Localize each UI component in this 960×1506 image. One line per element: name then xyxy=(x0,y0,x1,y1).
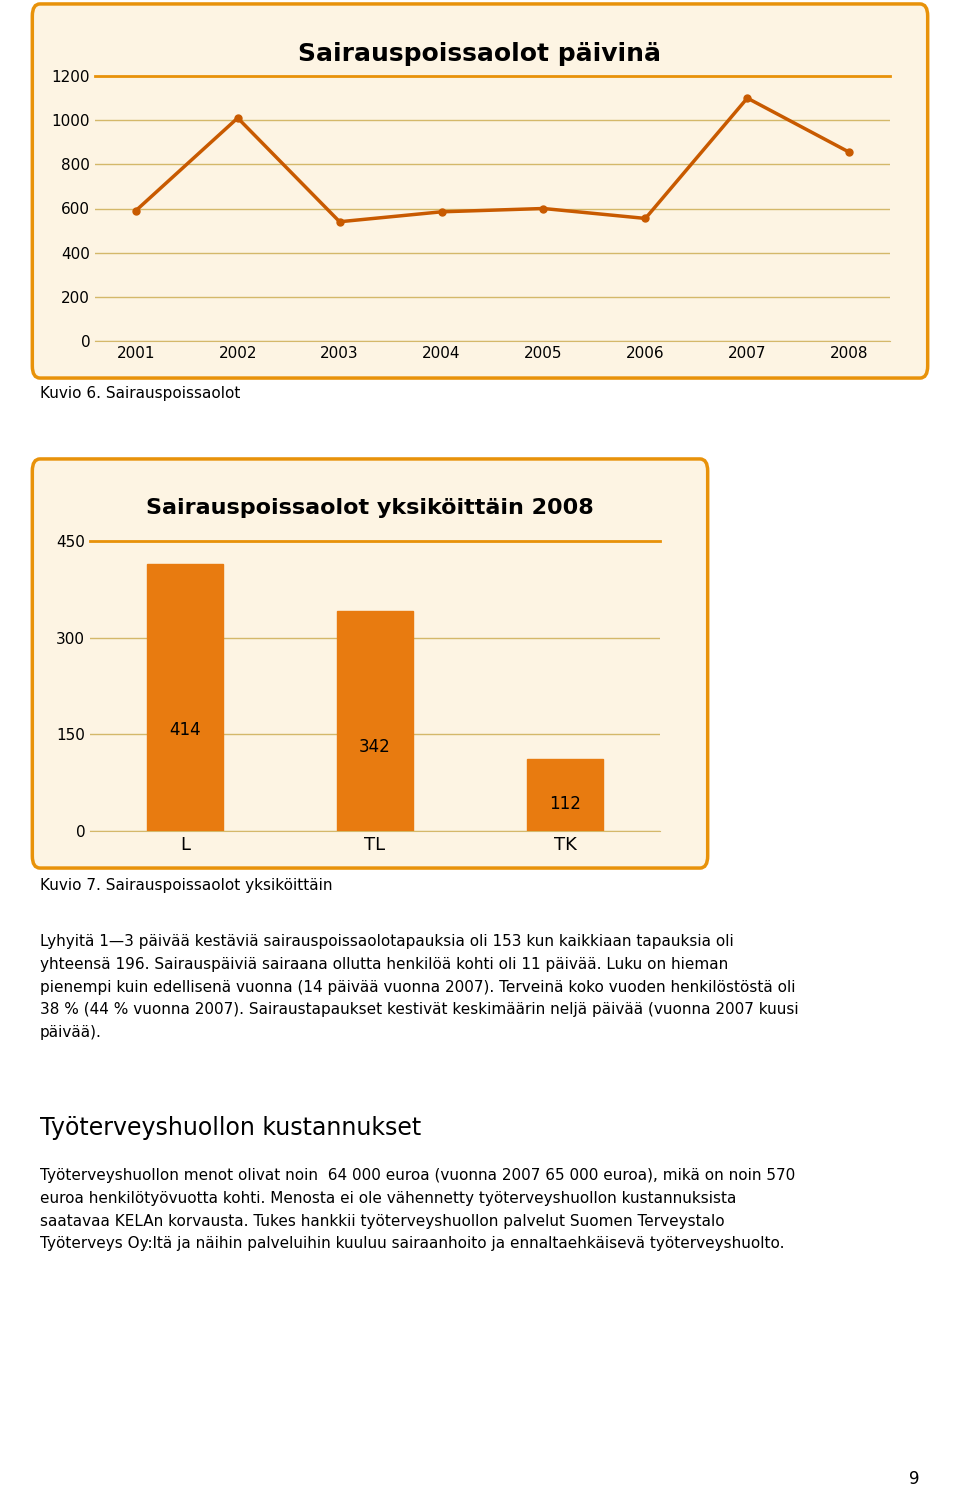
Text: Kuvio 7. Sairauspoissaolot yksiköittäin: Kuvio 7. Sairauspoissaolot yksiköittäin xyxy=(40,878,332,893)
Text: Työterveyshuollon kustannukset: Työterveyshuollon kustannukset xyxy=(40,1116,421,1140)
Text: Sairauspoissaolot päivinä: Sairauspoissaolot päivinä xyxy=(299,42,661,66)
Text: 342: 342 xyxy=(359,738,391,756)
Text: Sairauspoissaolot yksiköittäin 2008: Sairauspoissaolot yksiköittäin 2008 xyxy=(146,498,594,518)
Text: 9: 9 xyxy=(909,1470,920,1488)
Text: Kuvio 6. Sairauspoissaolot: Kuvio 6. Sairauspoissaolot xyxy=(40,386,240,401)
Text: 112: 112 xyxy=(549,795,581,813)
Bar xyxy=(527,759,603,831)
Text: Työterveyshuollon menot olivat noin  64 000 euroa (vuonna 2007 65 000 euroa), mi: Työterveyshuollon menot olivat noin 64 0… xyxy=(40,1169,795,1251)
Bar xyxy=(337,610,413,831)
Text: 414: 414 xyxy=(169,720,201,738)
Text: Lyhyitä 1—3 päivää kestäviä sairauspoissaolotapauksia oli 153 kun kaikkiaan tapa: Lyhyitä 1—3 päivää kestäviä sairauspoiss… xyxy=(40,934,799,1041)
Bar xyxy=(147,565,223,831)
